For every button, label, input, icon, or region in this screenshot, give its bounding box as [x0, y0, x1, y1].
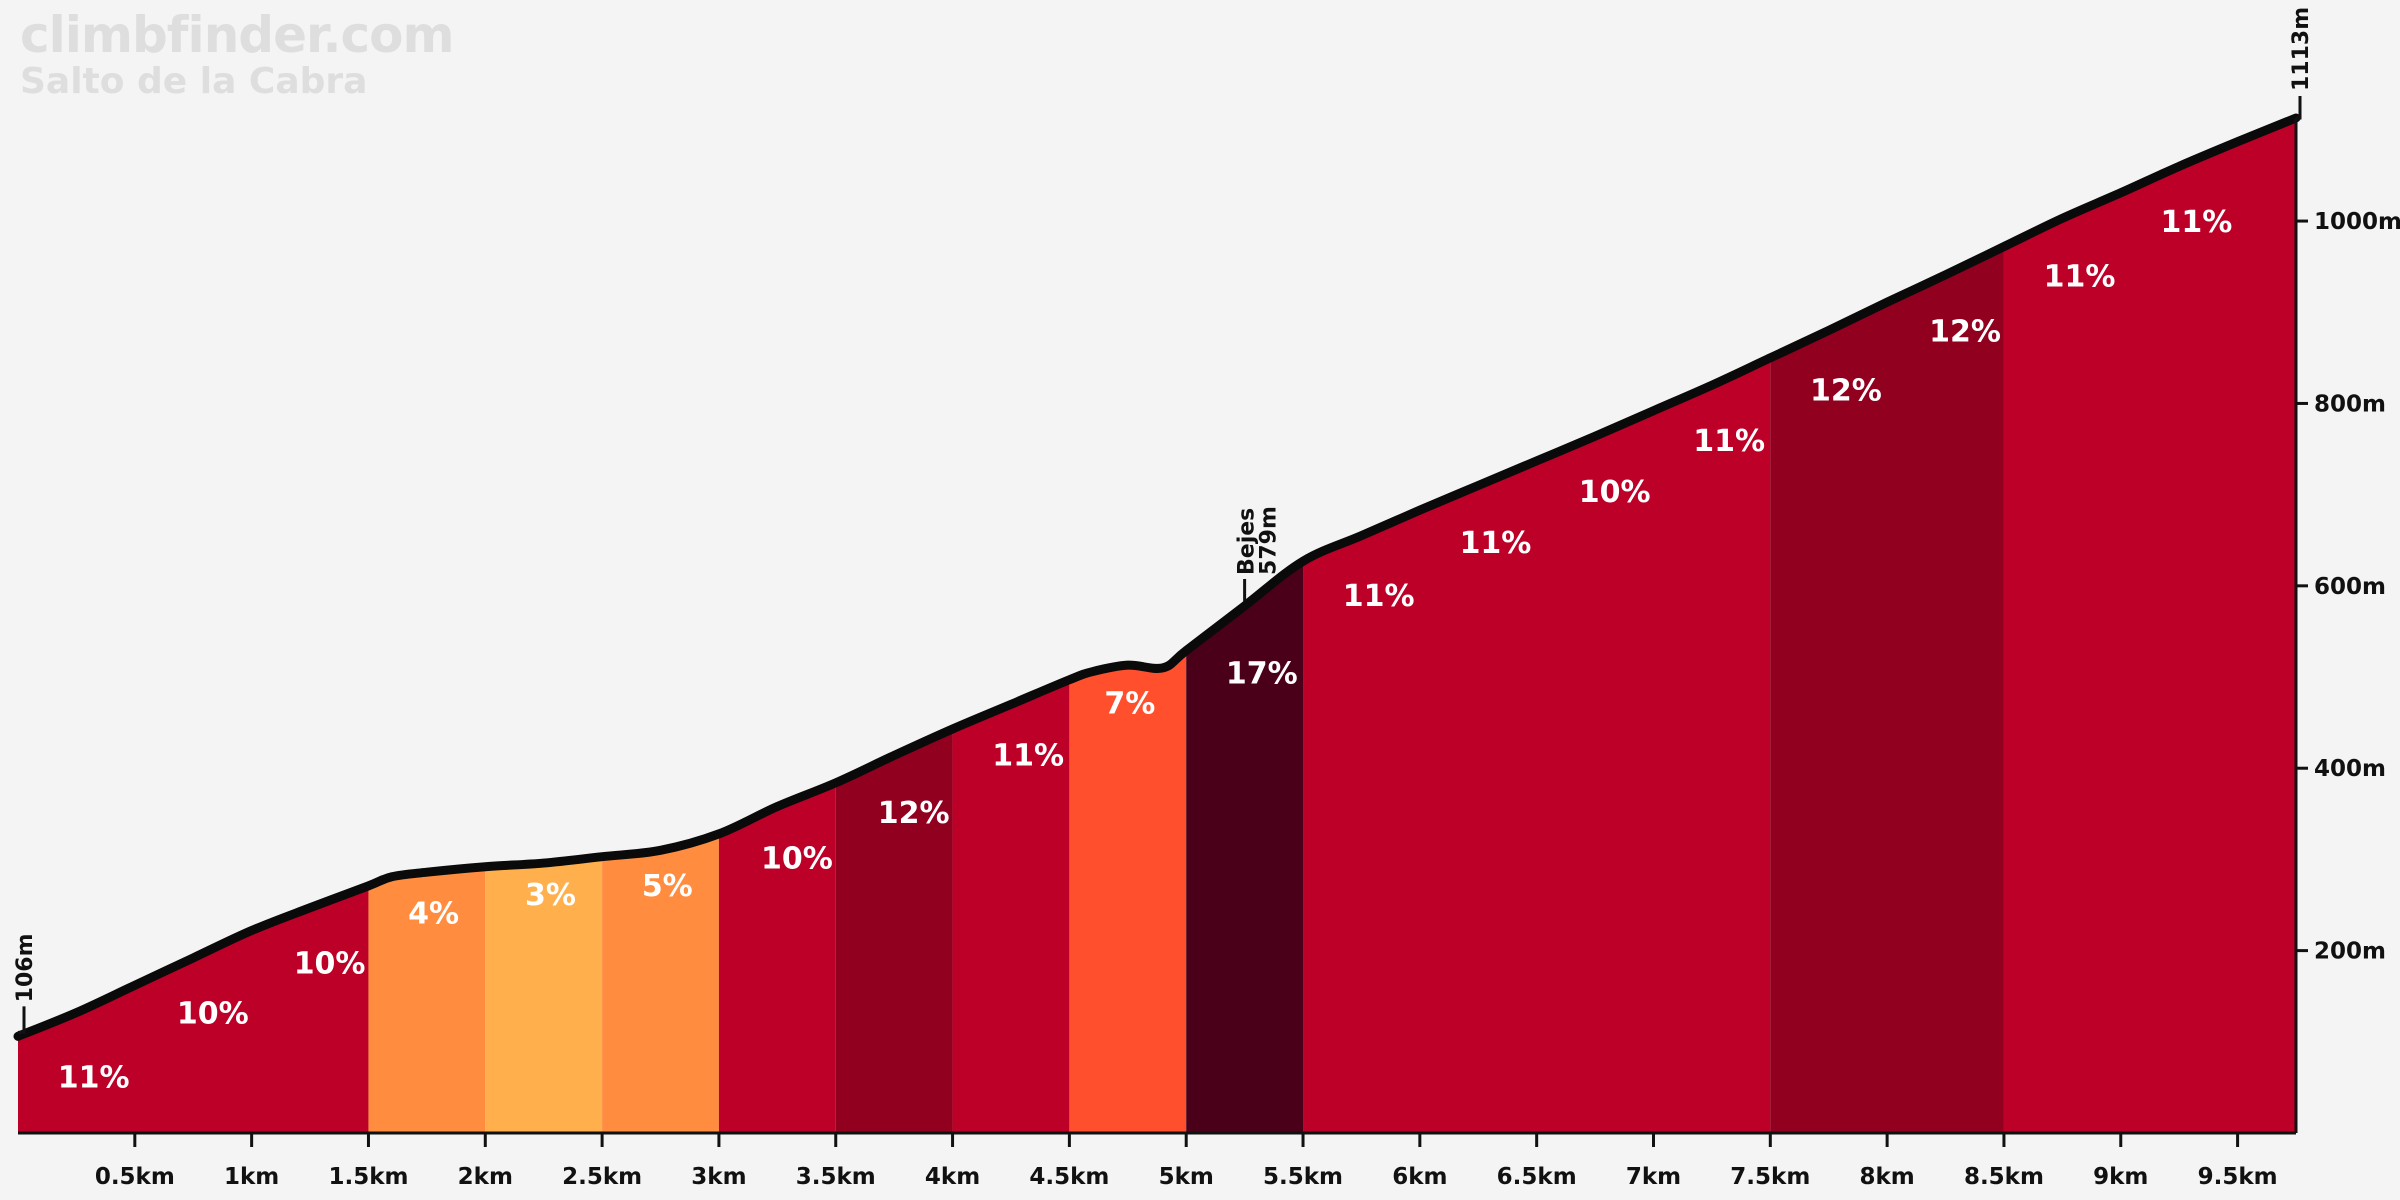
x-tick-label: 8.5km — [1964, 1164, 2044, 1190]
site-name: climbfinder.com — [20, 6, 455, 64]
x-tick-label: 7km — [1626, 1164, 1681, 1190]
profile-line — [13, 113, 2301, 1041]
grade-label: 12% — [878, 796, 950, 831]
grade-label: 3% — [525, 878, 576, 913]
grade-segment — [485, 118, 603, 1133]
brand-watermark: climbfinder.com Salto de la Cabra — [20, 6, 455, 102]
grade-segment — [1303, 118, 1771, 1133]
x-tick-label: 1km — [224, 1164, 279, 1190]
x-tick-label: 9km — [2093, 1164, 2148, 1190]
x-tick-label: 2.5km — [562, 1164, 642, 1190]
start-marker — [18, 1006, 26, 1034]
grade-label: 10% — [294, 946, 366, 981]
x-tick-label: 3.5km — [796, 1164, 876, 1190]
grade-label: 11% — [1460, 526, 1532, 561]
bejes-elevation-label: 579m — [1257, 506, 1282, 575]
y-tick-label: 400m — [2314, 756, 2386, 782]
grade-label: 7% — [1104, 687, 1155, 722]
x-tick-label: 0.5km — [95, 1164, 175, 1190]
grade-label: 11% — [1693, 424, 1765, 459]
grade-segment — [2003, 118, 2296, 1133]
grade-label: 17% — [1226, 656, 1298, 691]
bejes-place-label: Bejes — [1235, 508, 1260, 575]
climb-name: Salto de la Cabra — [20, 61, 368, 102]
x-tick-label: 6.5km — [1497, 1164, 1577, 1190]
x-tick-label: 5.5km — [1263, 1164, 1343, 1190]
grade-label: 11% — [1343, 579, 1415, 614]
grade-segment — [368, 118, 486, 1133]
grade-segment — [835, 118, 953, 1133]
grade-label: 11% — [58, 1060, 130, 1095]
y-axis-ticks: 200m 400m 600m 800m 1000m — [2296, 209, 2400, 965]
grade-label: 11% — [992, 738, 1064, 773]
grade-segment — [952, 118, 1070, 1133]
grade-label: 12% — [1929, 314, 2001, 349]
x-tick-label: 3km — [691, 1164, 746, 1190]
y-tick-label: 1000m — [2314, 209, 2400, 235]
grade-segment — [602, 118, 719, 1133]
start-elevation-label: 106m — [13, 933, 38, 1002]
x-tick-label: 9.5km — [2198, 1164, 2278, 1190]
y-tick-label: 800m — [2314, 391, 2386, 417]
y-tick-label: 200m — [2314, 939, 2386, 965]
x-tick-label: 4km — [925, 1164, 980, 1190]
start-elevation: 106m — [13, 933, 38, 1002]
grade-segment — [1770, 118, 2004, 1133]
axes — [18, 118, 2298, 1135]
grade-segment — [1069, 118, 1187, 1133]
grade-label: 12% — [1810, 374, 1882, 409]
grade-label: 10% — [761, 842, 833, 877]
x-tick-label: 6km — [1392, 1164, 1447, 1190]
grade-label: 10% — [1579, 475, 1651, 510]
grade-label: 11% — [2044, 260, 2116, 295]
grade-segment — [718, 118, 836, 1133]
x-tick-label: 4.5km — [1029, 1164, 1109, 1190]
summit-elevation: 1113m — [2289, 7, 2314, 91]
x-tick-label: 1.5km — [328, 1164, 408, 1190]
summit-marker — [2296, 96, 2302, 120]
grade-label: 5% — [642, 869, 693, 904]
x-tick-label: 2km — [458, 1164, 513, 1190]
grade-label: 11% — [2160, 205, 2232, 240]
y-tick-label: 600m — [2314, 574, 2386, 600]
x-tick-label: 8km — [1859, 1164, 1914, 1190]
x-tick-label: 7.5km — [1730, 1164, 1810, 1190]
grade-label: 4% — [408, 896, 459, 931]
grade-label: 10% — [177, 997, 249, 1032]
grade-labels: 11% 10% 10% 4% 3% 5% 10% 12% 11% 7% 17% 11% 11% 10% 11… — [58, 205, 2233, 1095]
x-axis-ticks: 0.5km 1km 1.5km 2km 2.5km 3km 3.5km 4km 4.5km 5km… — [95, 1133, 2278, 1190]
summit-elevation-label: 1113m — [2289, 7, 2314, 91]
x-tick-label: 5km — [1159, 1164, 1214, 1190]
